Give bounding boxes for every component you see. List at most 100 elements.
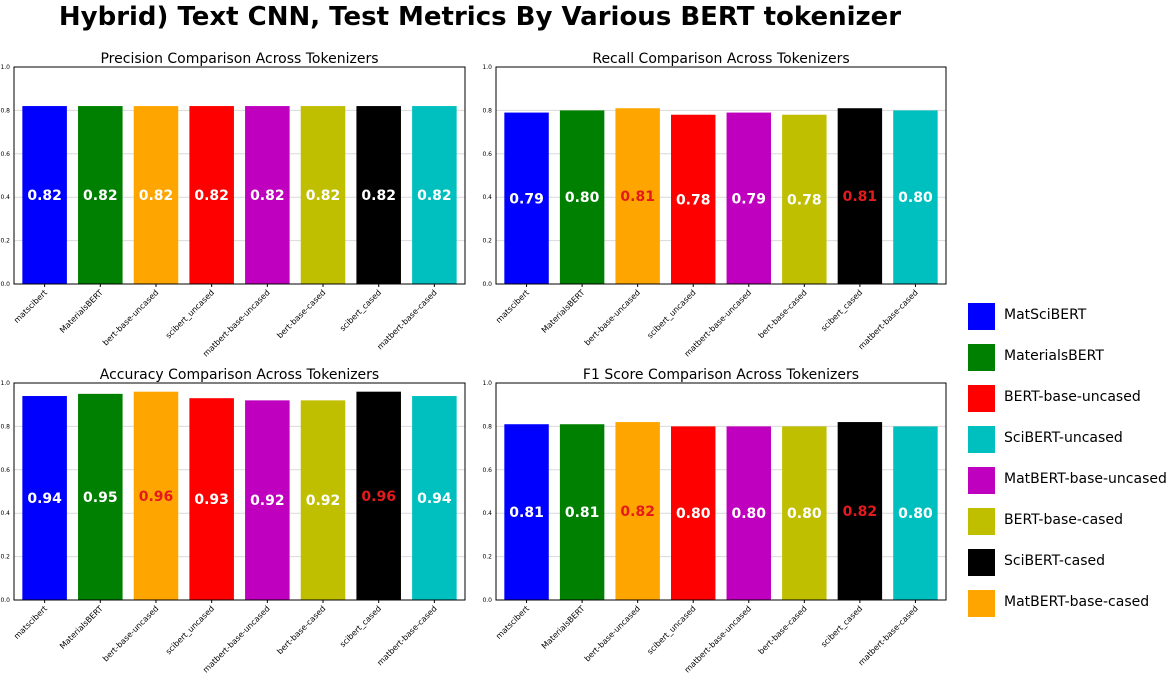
legend-label: SciBERT-cased [1004, 553, 1106, 569]
x-tick-label: scibert_cased [338, 604, 383, 649]
x-tick-label: scibert_cased [819, 288, 864, 333]
bar [671, 114, 716, 285]
chart-title: Precision Comparison Across Tokenizers [100, 51, 378, 67]
y-tick-label: 0.6 [0, 151, 10, 158]
bar [78, 393, 123, 600]
data-label: 0.96 [139, 489, 174, 505]
data-label: 0.80 [787, 506, 822, 522]
x-tick-label: bert-base-uncased [583, 604, 642, 663]
x-tick-label: scibert_cased [819, 604, 864, 649]
x-tick-label: matbert-base-cased [375, 604, 438, 667]
bar [782, 114, 827, 285]
bar [726, 112, 771, 284]
chart-title: Recall Comparison Across Tokenizers [592, 51, 849, 67]
data-label: 0.82 [417, 188, 452, 204]
bar [189, 106, 234, 284]
x-tick-label: matscibert [12, 604, 49, 641]
bar [356, 391, 401, 600]
x-tick-label: bert-base-cased [275, 604, 327, 656]
x-tick-label: matscibert [494, 604, 531, 641]
y-tick-label: 0.8 [482, 423, 492, 430]
axes-frame [13, 382, 466, 601]
x-tick-label: bert-base-cased [275, 288, 327, 340]
legend-swatch [968, 344, 995, 371]
y-tick-label: 1.0 [482, 64, 492, 71]
y-tick-label: 0.4 [482, 194, 492, 201]
legend-label: MatSciBERT [1004, 307, 1087, 323]
y-tick-label: 0.0 [482, 281, 492, 288]
bar [893, 110, 938, 285]
bar [189, 398, 234, 600]
data-label: 0.92 [250, 493, 285, 509]
data-label: 0.80 [732, 506, 767, 522]
data-label: 0.82 [27, 188, 62, 204]
x-tick-label: bert-base-uncased [101, 604, 160, 663]
legend-label: BERT-base-cased [1004, 512, 1123, 528]
x-tick-label: bert-base-cased [757, 288, 809, 340]
data-label: 0.92 [306, 493, 341, 509]
y-tick-label: 0.2 [482, 238, 492, 245]
data-label: 0.80 [565, 190, 600, 206]
data-label: 0.96 [361, 489, 396, 505]
x-tick-label: MaterialsBERT [540, 288, 587, 335]
legend-label: BERT-base-uncased [1004, 389, 1141, 405]
chart-title: Accuracy Comparison Across Tokenizers [100, 367, 379, 383]
bar [133, 106, 179, 284]
data-label: 0.81 [843, 189, 878, 205]
bar [837, 422, 883, 600]
data-label: 0.94 [27, 491, 62, 507]
legend-swatch [968, 303, 995, 330]
y-tick-label: 0.4 [0, 194, 10, 201]
data-label: 0.81 [620, 189, 655, 205]
legend-swatch [968, 549, 995, 576]
x-tick-label: scibert_uncased [645, 288, 697, 340]
legend-label: SciBERT-uncased [1004, 430, 1123, 446]
x-tick-label: bert-base-uncased [101, 288, 160, 347]
data-label: 0.79 [732, 191, 767, 207]
x-tick-label: matbert-base-cased [857, 288, 920, 351]
y-tick-label: 0.2 [482, 554, 492, 561]
data-label: 0.80 [898, 190, 933, 206]
bar [245, 106, 290, 284]
y-tick-label: 0.0 [482, 597, 492, 604]
bar [22, 106, 67, 284]
data-label: 0.82 [139, 188, 174, 204]
data-label: 0.78 [787, 192, 822, 208]
y-tick-label: 0.8 [0, 107, 10, 114]
y-tick-label: 0.6 [482, 151, 492, 158]
bar [356, 106, 401, 284]
bar [133, 391, 179, 600]
data-label: 0.82 [843, 504, 878, 520]
bar [300, 106, 346, 284]
data-label: 0.93 [194, 492, 229, 508]
y-tick-label: 0.8 [482, 107, 492, 114]
bar [559, 110, 605, 285]
bar [559, 424, 605, 600]
x-tick-label: bert-base-cased [757, 604, 809, 656]
data-label: 0.81 [509, 505, 544, 521]
bar [504, 424, 549, 600]
bar [412, 106, 457, 284]
bar [245, 400, 290, 600]
axes-frame [495, 66, 947, 285]
y-tick-label: 1.0 [0, 380, 10, 387]
bar [893, 426, 938, 600]
bar [726, 426, 771, 600]
bar [615, 108, 660, 284]
legend-label: MatBERT-base-cased [1004, 594, 1150, 610]
data-label: 0.82 [194, 188, 229, 204]
y-tick-label: 0.0 [0, 281, 10, 288]
bar [615, 422, 660, 600]
legend-swatch [968, 426, 995, 453]
x-tick-label: matscibert [494, 288, 531, 325]
y-tick-label: 0.6 [482, 467, 492, 474]
bar [837, 108, 883, 284]
x-tick-label: MaterialsBERT [58, 604, 105, 651]
x-tick-label: scibert_cased [338, 288, 383, 333]
x-tick-label: MaterialsBERT [540, 604, 587, 651]
data-label: 0.82 [361, 188, 396, 204]
axes-frame [495, 382, 947, 601]
y-tick-label: 0.2 [0, 554, 10, 561]
legend-swatch [968, 467, 995, 494]
bar [504, 112, 549, 284]
